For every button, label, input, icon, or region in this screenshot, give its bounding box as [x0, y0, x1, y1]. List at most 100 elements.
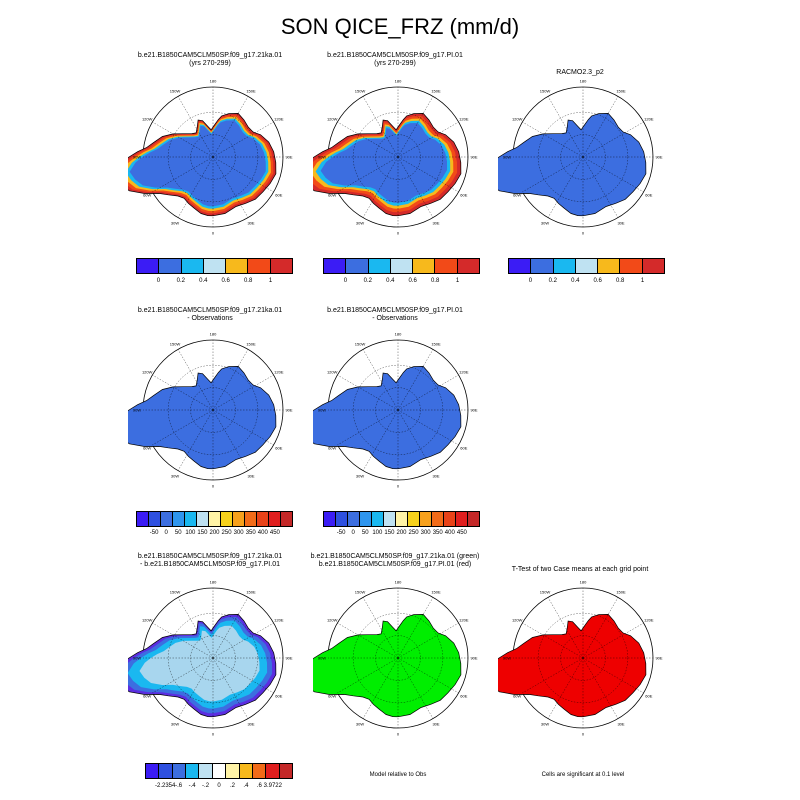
colorbar-row2-panel4-labels: -50 0 50 100 150 200 250 300 350 400 450	[136, 530, 293, 540]
longitude-label: 60W	[328, 446, 336, 451]
colorbar-swatch	[226, 764, 240, 778]
colorbar-tick-label: 0.8	[430, 278, 440, 284]
longitude-label: 60W	[328, 694, 336, 699]
meridian-line	[582, 657, 644, 694]
meridian-line	[582, 96, 619, 158]
latitude-circle	[375, 635, 421, 681]
colorbar-tick-label: 300	[420, 530, 431, 536]
colorbar-tick-label: 200	[396, 530, 407, 536]
meridian-line	[212, 409, 274, 446]
colorbar-row1-panel2-labels: 0 0.2 0.4 0.6 0.8 1	[323, 278, 480, 288]
colorbar-swatch	[269, 512, 281, 526]
colorbar-tick-label: 0.6	[408, 278, 417, 284]
panel-6-title-line2: - b.e21.B1850CAM5CLM50SP.f09_g17.PI.01	[140, 561, 280, 568]
meridian-line	[397, 597, 434, 659]
longitude-label: 60E	[460, 446, 467, 451]
longitude-label: 180	[395, 79, 402, 84]
colorbar-tick-label: 0	[156, 278, 161, 284]
colorbar-swatch	[396, 512, 408, 526]
colorbar-swatch	[233, 512, 245, 526]
longitude-label: 180	[580, 580, 587, 585]
longitude-label: 120W	[327, 618, 338, 623]
colorbar-swatch	[384, 512, 396, 526]
longitude-label: 30W	[171, 220, 179, 225]
colorbar-swatch	[137, 259, 160, 273]
longitude-label: 180	[210, 580, 217, 585]
meridian-line	[337, 622, 399, 659]
meridian-line	[362, 349, 399, 411]
meridian-line	[547, 156, 584, 218]
longitude-label: 150E	[616, 590, 626, 595]
latitude-circle	[375, 387, 421, 433]
coastline	[128, 366, 277, 470]
longitude-label: 120E	[459, 618, 469, 623]
longitude-label: 30E	[617, 220, 624, 225]
latitude-circle	[538, 613, 628, 703]
colorbar-tick-label: 1	[455, 278, 460, 284]
colorbar-tick-label: .2	[229, 783, 235, 789]
colorbar-swatch	[245, 512, 257, 526]
longitude-label: 120W	[512, 117, 523, 122]
meridian-line	[212, 96, 249, 158]
meridian-line	[337, 121, 399, 158]
meridian-line	[582, 657, 619, 719]
meridian-line	[397, 156, 459, 193]
meridian-line	[152, 409, 214, 446]
meridian-line	[362, 156, 399, 218]
colorbar-swatch	[468, 512, 479, 526]
longitude-label: 90E	[285, 408, 292, 413]
meridian-line	[337, 409, 399, 446]
colorbar-tick-label: 0.2	[363, 278, 373, 284]
colorbar-swatch	[324, 512, 336, 526]
colorbar-swatch	[413, 259, 436, 273]
meridian-line	[362, 597, 399, 659]
longitude-label: 30W	[541, 721, 549, 726]
latitude-circle	[190, 387, 236, 433]
meridian-line	[582, 121, 644, 158]
colorbar-row1-panel1	[136, 258, 293, 274]
longitude-label: 90W	[133, 656, 141, 661]
longitude-label: 60E	[275, 694, 282, 699]
colorbar-tick-label: 0	[343, 278, 348, 284]
longitude-label: 90W	[318, 155, 326, 160]
colorbar-tick-label: 150	[197, 530, 208, 536]
colorbar-swatch	[221, 512, 233, 526]
colorbar-swatch	[252, 764, 267, 778]
colorbar-swatch	[181, 259, 204, 273]
longitude-label: 120E	[459, 117, 469, 122]
longitude-label: 0	[582, 231, 585, 236]
meridian-line	[177, 349, 214, 411]
panel-4-title-line2: - Observations	[187, 315, 233, 322]
colorbar-tick-label: 450	[269, 530, 280, 536]
coastline	[128, 113, 277, 217]
longitude-label: 90E	[470, 656, 477, 661]
colorbar-row2-panel5	[323, 511, 480, 527]
colorbar-tick-label: 0	[217, 783, 221, 789]
longitude-label: 60W	[513, 694, 521, 699]
colorbar-tick-label: 1	[268, 278, 273, 284]
colorbar-row1-panel3	[508, 258, 665, 274]
colorbar-swatch	[159, 259, 182, 273]
meridian-line	[522, 156, 584, 193]
colorbar-swatch	[346, 259, 369, 273]
colorbar-swatch	[509, 259, 532, 273]
colorbar-tick-label: 200	[209, 530, 220, 536]
colorbar-tick-label: 3.9722	[263, 783, 282, 789]
colorbar-swatch	[348, 512, 360, 526]
longitude-label: 90W	[503, 656, 511, 661]
colorbar-tick-label: 250	[221, 530, 232, 536]
longitude-label: 0	[397, 732, 400, 737]
panel-7-title: b.e21.B1850CAM5CLM50SP.f09_g17.21ka.01 (…	[285, 553, 505, 569]
panel-2-title: b.e21.B1850CAM5CLM50SP.f09_g17.PI.01 (yr…	[285, 52, 505, 68]
panel-3-title: RACMO2.3_p2	[470, 69, 690, 77]
latitude-circle	[168, 112, 258, 202]
longitude-label: 60E	[460, 193, 467, 198]
longitude-label: 150E	[431, 590, 441, 595]
meridian-line	[212, 657, 249, 719]
meridian-line	[397, 374, 459, 411]
longitude-label: 180	[210, 332, 217, 337]
meridian-line	[177, 409, 214, 471]
panel-3-map: 0 30E 60E 90E 120E 150E 180 150W 120W 90W 60W 30W	[498, 79, 663, 236]
meridian-line	[177, 156, 214, 218]
map-fill-layer	[128, 366, 276, 469]
